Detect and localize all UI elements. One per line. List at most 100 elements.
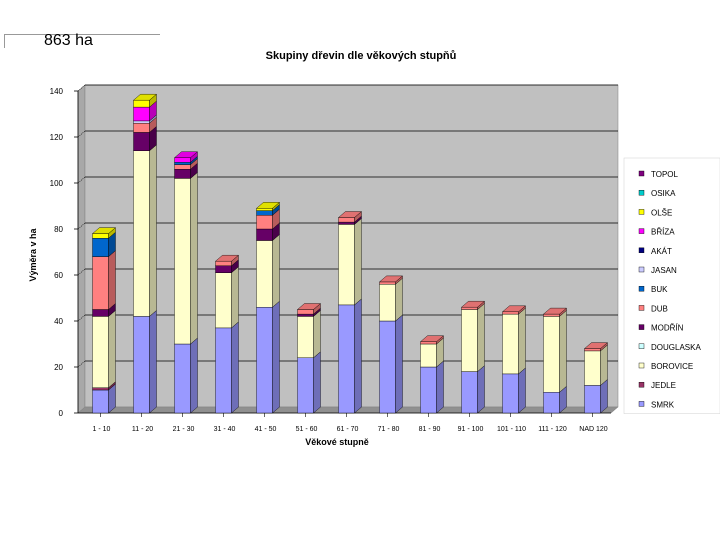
bar-segment [256,228,273,241]
bar-segment-side [149,309,157,414]
y-axis-title: Výměra v ha [28,227,38,281]
legend-swatch [638,305,645,311]
legend-label: TOPOL [651,170,679,179]
gridline-depth [77,84,86,92]
x-tick-label: 81 - 90 [419,426,441,433]
bar-segment-side [600,344,608,386]
bar-segment [543,313,560,317]
legend: TOPOL OSIKA OLŠE BŘÍZA AKÁT JASAN BUK DUB MODŘÍN… [623,157,720,414]
bar-top [460,301,486,308]
bar-top [542,307,568,315]
legend-label: OLŠE [651,208,672,217]
legend-swatch [638,362,645,369]
bar-segment-side [272,300,280,414]
bar-segment [461,307,478,310]
x-tick-label: 51 - 60 [296,426,318,433]
legend-label: BOROVICE [651,362,693,371]
x-tick-label: 111 - 120 [538,426,567,433]
bar-segment-side [190,337,198,414]
legend-label: BUK [651,285,668,294]
bar-segment-side [190,171,198,345]
y-tick-label: 120 [50,133,64,142]
legend-swatch [638,382,645,388]
legend-label: MODŘÍN [651,324,684,333]
bar-segment [133,122,150,133]
bar-segment-side [108,250,116,310]
bar-segment [502,373,519,414]
bar-segment [379,284,396,322]
y-tick-label: 60 [54,271,63,280]
bar-segment [297,313,314,317]
bar-segment [174,168,191,179]
legend-label: AKÁT [651,247,672,256]
bar-segment [420,366,437,414]
bar-segment [256,214,273,230]
chart-title: Skupiny dřevin dle věkových stupňů [266,50,457,62]
legend-label: DOUGLASKA [651,343,701,352]
bar-segment-side [354,217,362,306]
bar-segment [133,99,150,108]
bar-top [419,335,445,342]
bar-segment [256,307,273,414]
bar-segment-side [518,307,526,375]
legend-swatch [638,401,645,407]
x-tick-label: 91 - 100 [458,426,484,433]
legend-label: BŘÍZA [651,228,675,237]
bar-top [583,342,609,349]
bar-segment-side [149,144,157,317]
legend-swatch [638,228,645,234]
gridline-depth [77,314,86,322]
legend-swatch [638,266,645,273]
bar-segment [174,178,191,345]
bar-top [173,151,199,158]
x-tick-label: 31 - 40 [214,426,236,433]
bar-segment [584,348,601,352]
legend-swatch [638,170,645,177]
bar-top [255,202,281,209]
bar-segment [297,316,314,358]
bar-segment [133,150,150,317]
bar-segment [92,237,109,257]
bar-segment-side [108,309,116,389]
bar-segment-side [436,360,444,414]
bar-segment [215,327,232,414]
bar-segment [174,164,191,170]
gridline-depth [77,130,86,138]
x-tick-label: 61 - 70 [337,426,359,433]
legend-swatch [638,209,645,215]
legend-label: JASAN [651,266,677,275]
bar-segment [461,371,478,414]
legend-box [623,157,720,414]
bar-segment [338,304,355,414]
bar-segment-side [395,314,403,414]
bar-segment [215,265,232,273]
bar-segment [92,256,109,310]
bar-segment [461,309,478,372]
bar-top [91,227,117,234]
plot-area: 0 20 40 60 80 100 120 140 1 - 10 11 - 20 21 - 30 31… [50,84,619,433]
bar-segment [584,385,601,414]
bar-segment-side [231,266,239,329]
legend-label: JEDLE [651,381,676,390]
bar-segment [174,162,191,165]
y-tick-label: 140 [50,87,64,96]
bar-segment [133,316,150,414]
bar-segment-side [313,309,321,359]
area-label: 863 ha [44,32,93,49]
y-tick-label: 20 [54,363,63,372]
bar-segment [92,389,109,414]
y-tick-label: 0 [59,409,64,418]
bar-segment [256,210,273,216]
bar-segment-side [313,351,321,414]
bar-segment [215,272,232,329]
legend-swatch [638,286,645,292]
legend-swatch [638,189,645,196]
x-axis-title: Věkové stupně [305,437,369,447]
gridline-depth [77,268,86,276]
legend-swatch [638,247,645,254]
bar-segment [543,316,560,393]
x-tick-label: 1 - 10 [93,426,111,433]
gridline-depth [77,360,86,368]
bar-segment [133,132,150,151]
